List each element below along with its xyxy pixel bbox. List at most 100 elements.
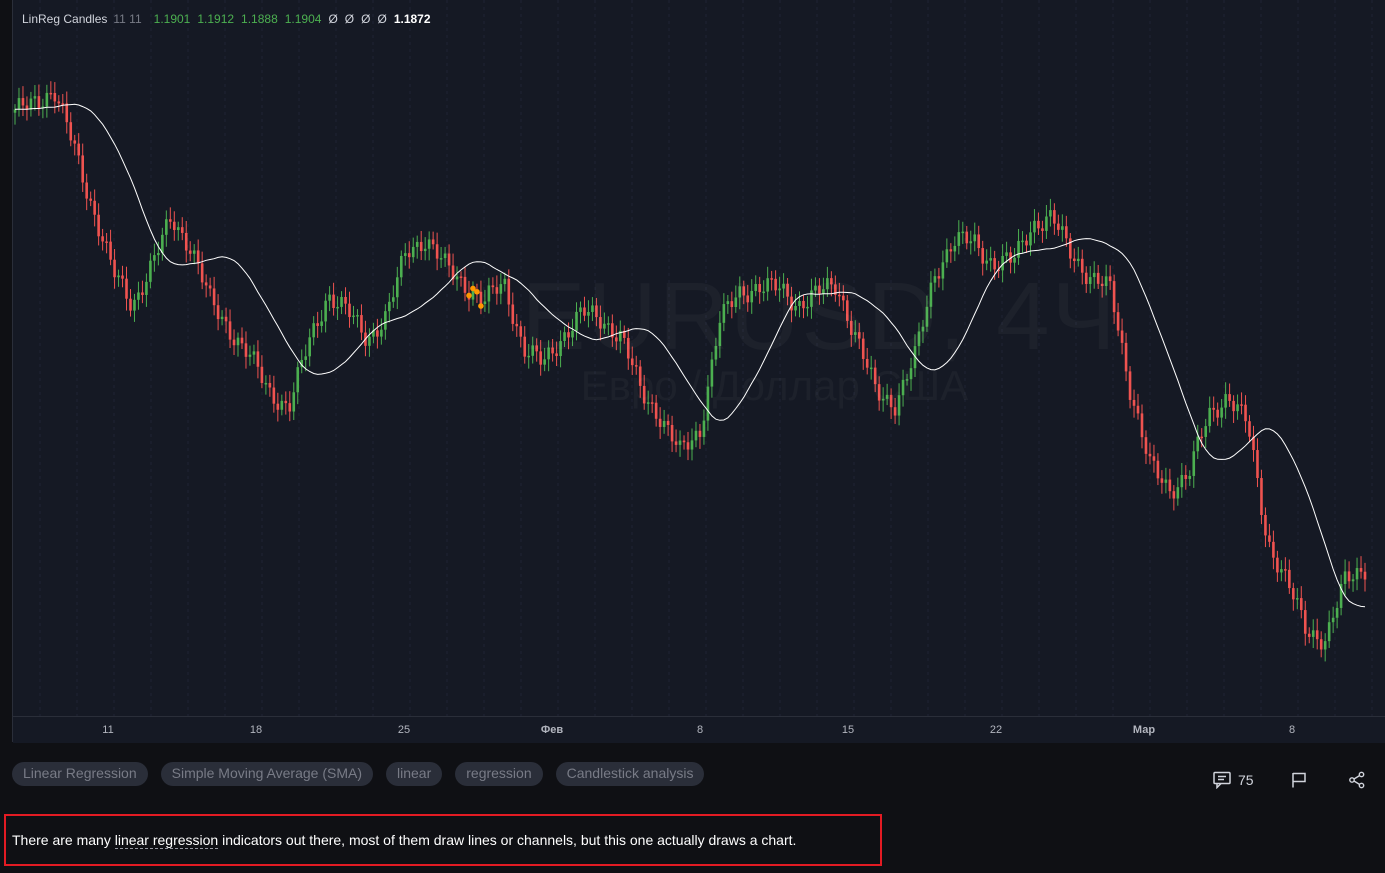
candle-body — [1065, 226, 1068, 239]
candle-body — [105, 241, 108, 243]
candle-body — [1315, 630, 1319, 640]
candle-body — [718, 322, 722, 346]
candle-body — [1331, 617, 1335, 623]
candle-body — [1104, 276, 1108, 287]
candle-body — [145, 281, 148, 295]
candle-body — [726, 301, 730, 305]
candle-body — [818, 285, 821, 294]
tag-sma[interactable]: Simple Moving Average (SMA) — [160, 762, 373, 786]
candle-body — [1212, 407, 1215, 410]
description-link[interactable]: linear regression — [114, 831, 219, 849]
candle-body — [1335, 607, 1339, 618]
comments-button[interactable]: 75 — [1212, 771, 1254, 789]
candle-body — [308, 337, 311, 357]
candle-body — [961, 231, 965, 234]
candle-body — [1180, 474, 1184, 488]
candle-body — [1272, 541, 1275, 558]
indicator-legend[interactable]: LinReg Candles 11 11 1.1901 1.1912 1.188… — [22, 12, 431, 26]
candle-body — [423, 248, 427, 252]
candle-body — [1053, 210, 1056, 224]
candle-body — [1061, 226, 1064, 230]
candle-body — [216, 305, 220, 320]
candle-body — [288, 403, 292, 412]
candle-body — [384, 311, 387, 330]
report-button[interactable] — [1290, 771, 1308, 789]
share-button[interactable] — [1348, 771, 1366, 789]
candle-body — [778, 288, 781, 291]
candle-body — [264, 382, 268, 385]
candle-body — [706, 386, 710, 421]
candle-body — [563, 332, 566, 342]
candle-body — [17, 98, 21, 110]
candle-body — [180, 227, 184, 233]
candle-body — [396, 277, 399, 298]
candle-body — [1152, 456, 1156, 461]
candle-body — [957, 232, 961, 246]
candle-body — [1196, 436, 1200, 452]
candle-body — [1072, 258, 1076, 261]
candle-body — [1299, 598, 1303, 611]
candle-body — [172, 221, 176, 231]
legend-close-value: 1.1904 — [284, 12, 322, 26]
tag-linear-regression[interactable]: Linear Regression — [12, 762, 148, 786]
candle-body — [539, 351, 542, 365]
candle-body — [901, 379, 905, 396]
candle-body — [1112, 281, 1116, 313]
candle-body — [698, 430, 702, 437]
candle-body — [121, 275, 124, 279]
candle-body — [392, 297, 395, 302]
tag-regression[interactable]: regression — [455, 762, 543, 786]
candle-body — [1208, 407, 1211, 427]
candle-body — [1069, 238, 1072, 259]
time-axis-tick: 25 — [397, 724, 411, 736]
candle-body — [666, 421, 670, 425]
legend-na-value: Ø — [377, 12, 387, 26]
candle-body — [511, 304, 515, 324]
candle-body — [1160, 478, 1164, 483]
legend-na-value: Ø — [344, 12, 355, 26]
candle-body — [1355, 568, 1359, 580]
candle-body — [324, 300, 327, 322]
candle-body — [1080, 258, 1084, 273]
tag-candlestick-analysis[interactable]: Candlestick analysis — [555, 762, 705, 786]
candle-body — [1033, 220, 1036, 233]
candle-body — [451, 265, 455, 280]
candle-body — [1188, 475, 1192, 479]
candle-body — [1323, 641, 1327, 650]
candle-body — [810, 290, 813, 307]
candle-body — [1292, 588, 1295, 600]
candle-body — [1280, 569, 1283, 573]
legend-open-value: 1.1901 — [153, 12, 191, 26]
candle-body — [29, 98, 33, 110]
candle-body — [300, 359, 304, 368]
candle-body — [252, 351, 256, 355]
candle-body — [754, 284, 758, 291]
tag-linear[interactable]: linear — [386, 762, 443, 786]
candle-body — [1108, 276, 1112, 282]
candle-body — [1076, 258, 1080, 261]
candle-body — [149, 260, 152, 282]
candle-body — [742, 286, 746, 296]
indicator-name[interactable]: LinReg Candles — [22, 12, 108, 26]
candle-body — [141, 292, 144, 295]
candle-body — [1216, 409, 1219, 418]
candle-body — [1339, 583, 1343, 608]
regression-line — [15, 103, 1366, 608]
candle-body — [746, 295, 750, 303]
candle-body — [137, 292, 140, 300]
time-axis[interactable]: 11 18 25 Фев 8 15 22 Мар 8 — [13, 716, 1385, 743]
candle-body — [1276, 557, 1279, 573]
chart-panel[interactable]: EURUSD, 4Ч Евро / Доллар США LinReg Cand… — [12, 0, 1385, 743]
candle-body — [1296, 598, 1299, 600]
candle-body — [316, 323, 319, 326]
candle-body — [157, 252, 160, 256]
candle-body — [945, 249, 949, 263]
candle-body — [81, 155, 84, 183]
candle-body — [722, 304, 726, 323]
candle-body — [579, 307, 582, 312]
candlestick-chart[interactable] — [13, 0, 1385, 742]
time-axis-tick: 8 — [696, 724, 704, 736]
candle-body — [200, 263, 204, 283]
candle-body — [435, 244, 439, 259]
candle-body — [240, 337, 244, 344]
